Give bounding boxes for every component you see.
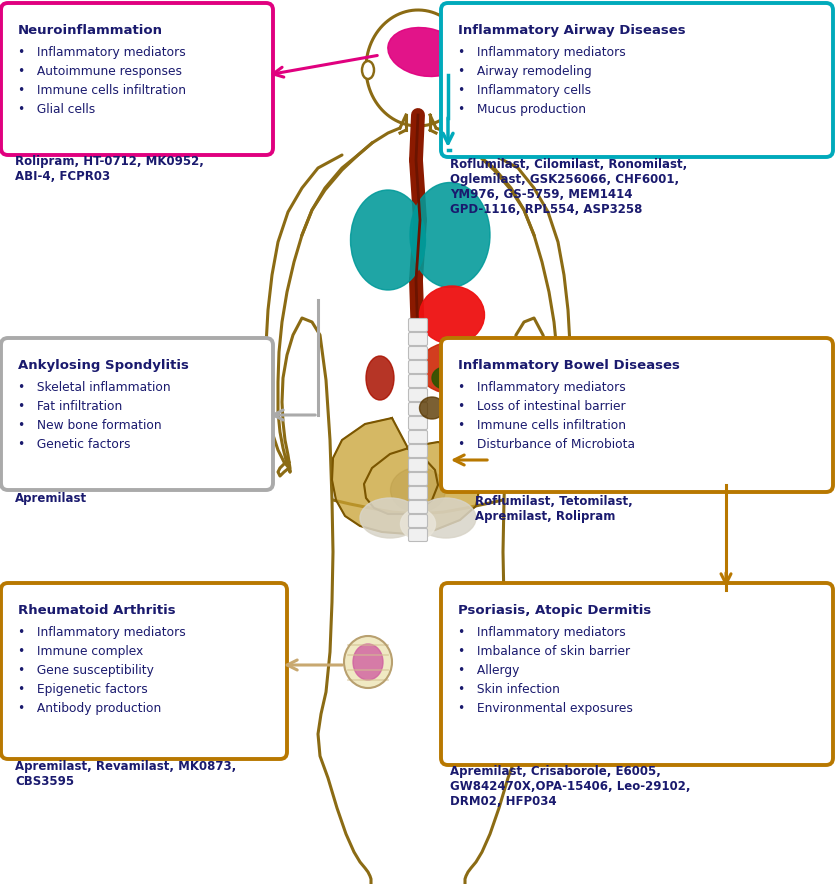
FancyBboxPatch shape — [408, 459, 428, 471]
Ellipse shape — [419, 397, 444, 419]
Text: •   Skeletal inflammation: • Skeletal inflammation — [18, 381, 170, 394]
Ellipse shape — [353, 644, 383, 680]
Ellipse shape — [362, 61, 374, 79]
FancyBboxPatch shape — [408, 431, 428, 444]
FancyBboxPatch shape — [408, 361, 428, 374]
Text: •   New bone formation: • New bone formation — [18, 419, 162, 432]
Text: •   Autoimmune responses: • Autoimmune responses — [18, 65, 182, 78]
FancyBboxPatch shape — [408, 529, 428, 542]
Text: •   Skin infection: • Skin infection — [458, 683, 560, 696]
FancyBboxPatch shape — [408, 375, 428, 387]
Text: Apremilast, Revamilast, MK0873,
CBS3595: Apremilast, Revamilast, MK0873, CBS3595 — [15, 760, 236, 788]
Text: •   Allergy: • Allergy — [458, 664, 519, 677]
Text: •   Glial cells: • Glial cells — [18, 103, 95, 116]
Text: •   Epigenetic factors: • Epigenetic factors — [18, 683, 148, 696]
Text: •   Immune complex: • Immune complex — [18, 645, 144, 658]
Text: Inflammatory Bowel Diseases: Inflammatory Bowel Diseases — [458, 359, 680, 372]
Text: •   Inflammatory mediators: • Inflammatory mediators — [458, 626, 625, 639]
Text: •   Inflammatory cells: • Inflammatory cells — [458, 84, 591, 97]
FancyBboxPatch shape — [408, 445, 428, 458]
Text: Apremilast, Crisaborole, E6005,
GW842470X,OPA-15406, Leo-29102,
DRM02, HFP034: Apremilast, Crisaborole, E6005, GW842470… — [450, 765, 691, 808]
FancyBboxPatch shape — [441, 583, 833, 765]
Text: •   Immune cells infiltration: • Immune cells infiltration — [458, 419, 626, 432]
Text: Rheumatoid Arthritis: Rheumatoid Arthritis — [18, 604, 175, 617]
Ellipse shape — [419, 286, 484, 344]
FancyBboxPatch shape — [408, 486, 428, 499]
Ellipse shape — [416, 498, 476, 538]
Polygon shape — [366, 10, 470, 126]
Ellipse shape — [344, 636, 392, 688]
Text: •   Genetic factors: • Genetic factors — [18, 438, 130, 451]
Ellipse shape — [453, 644, 483, 680]
Text: Psoriasis, Atopic Dermitis: Psoriasis, Atopic Dermitis — [458, 604, 651, 617]
Ellipse shape — [440, 63, 470, 87]
Text: Ankylosing Spondylitis: Ankylosing Spondylitis — [18, 359, 189, 372]
Polygon shape — [278, 128, 558, 884]
FancyBboxPatch shape — [408, 347, 428, 360]
Ellipse shape — [351, 190, 426, 290]
FancyBboxPatch shape — [1, 338, 273, 490]
Ellipse shape — [418, 342, 490, 394]
Ellipse shape — [444, 636, 492, 688]
FancyBboxPatch shape — [408, 318, 428, 332]
FancyBboxPatch shape — [441, 338, 833, 492]
Text: Inflammatory Airway Diseases: Inflammatory Airway Diseases — [458, 24, 686, 37]
Text: •   Loss of intestinal barrier: • Loss of intestinal barrier — [458, 400, 625, 413]
Text: Rolipram, HT-0712, MK0952,
ABI-4, FCPR03: Rolipram, HT-0712, MK0952, ABI-4, FCPR03 — [15, 155, 204, 183]
Text: •   Disturbance of Microbiota: • Disturbance of Microbiota — [458, 438, 635, 451]
Text: •   Imbalance of skin barrier: • Imbalance of skin barrier — [458, 645, 630, 658]
Ellipse shape — [401, 509, 436, 539]
FancyBboxPatch shape — [408, 402, 428, 415]
FancyBboxPatch shape — [1, 3, 273, 155]
Ellipse shape — [360, 498, 420, 538]
Text: •   Immune cells infiltration: • Immune cells infiltration — [18, 84, 186, 97]
FancyBboxPatch shape — [408, 416, 428, 430]
Ellipse shape — [366, 356, 394, 400]
Text: Roflumilast, Cilomilast, Ronomilast,
Oglemilast, GSK256066, CHF6001,
YM976, GS-5: Roflumilast, Cilomilast, Ronomilast, Ogl… — [450, 158, 687, 216]
Text: •   Airway remodeling: • Airway remodeling — [458, 65, 592, 78]
FancyBboxPatch shape — [408, 514, 428, 528]
Text: Apremilast: Apremilast — [15, 492, 87, 505]
FancyBboxPatch shape — [441, 3, 833, 157]
Ellipse shape — [432, 367, 458, 389]
Text: •   Gene susceptibility: • Gene susceptibility — [18, 664, 154, 677]
Text: •   Inflammatory mediators: • Inflammatory mediators — [458, 381, 625, 394]
Text: •   Environmental exposures: • Environmental exposures — [458, 702, 633, 715]
Ellipse shape — [391, 468, 446, 513]
FancyBboxPatch shape — [408, 500, 428, 514]
FancyBboxPatch shape — [1, 583, 287, 759]
Text: •   Fat infiltration: • Fat infiltration — [18, 400, 122, 413]
Ellipse shape — [387, 27, 462, 77]
FancyBboxPatch shape — [408, 332, 428, 346]
Text: •   Antibody production: • Antibody production — [18, 702, 161, 715]
Polygon shape — [332, 418, 480, 534]
Text: •   Mucus production: • Mucus production — [458, 103, 586, 116]
FancyBboxPatch shape — [408, 473, 428, 485]
Ellipse shape — [410, 182, 490, 287]
Text: •   Inflammatory mediators: • Inflammatory mediators — [18, 626, 185, 639]
Text: •   Inflammatory mediators: • Inflammatory mediators — [18, 46, 185, 59]
Text: •   Inflammatory mediators: • Inflammatory mediators — [458, 46, 625, 59]
FancyBboxPatch shape — [408, 388, 428, 401]
Text: Neuroinflammation: Neuroinflammation — [18, 24, 163, 37]
Text: Roflumilast, Tetomilast,
Apremilast, Rolipram: Roflumilast, Tetomilast, Apremilast, Rol… — [475, 495, 633, 523]
